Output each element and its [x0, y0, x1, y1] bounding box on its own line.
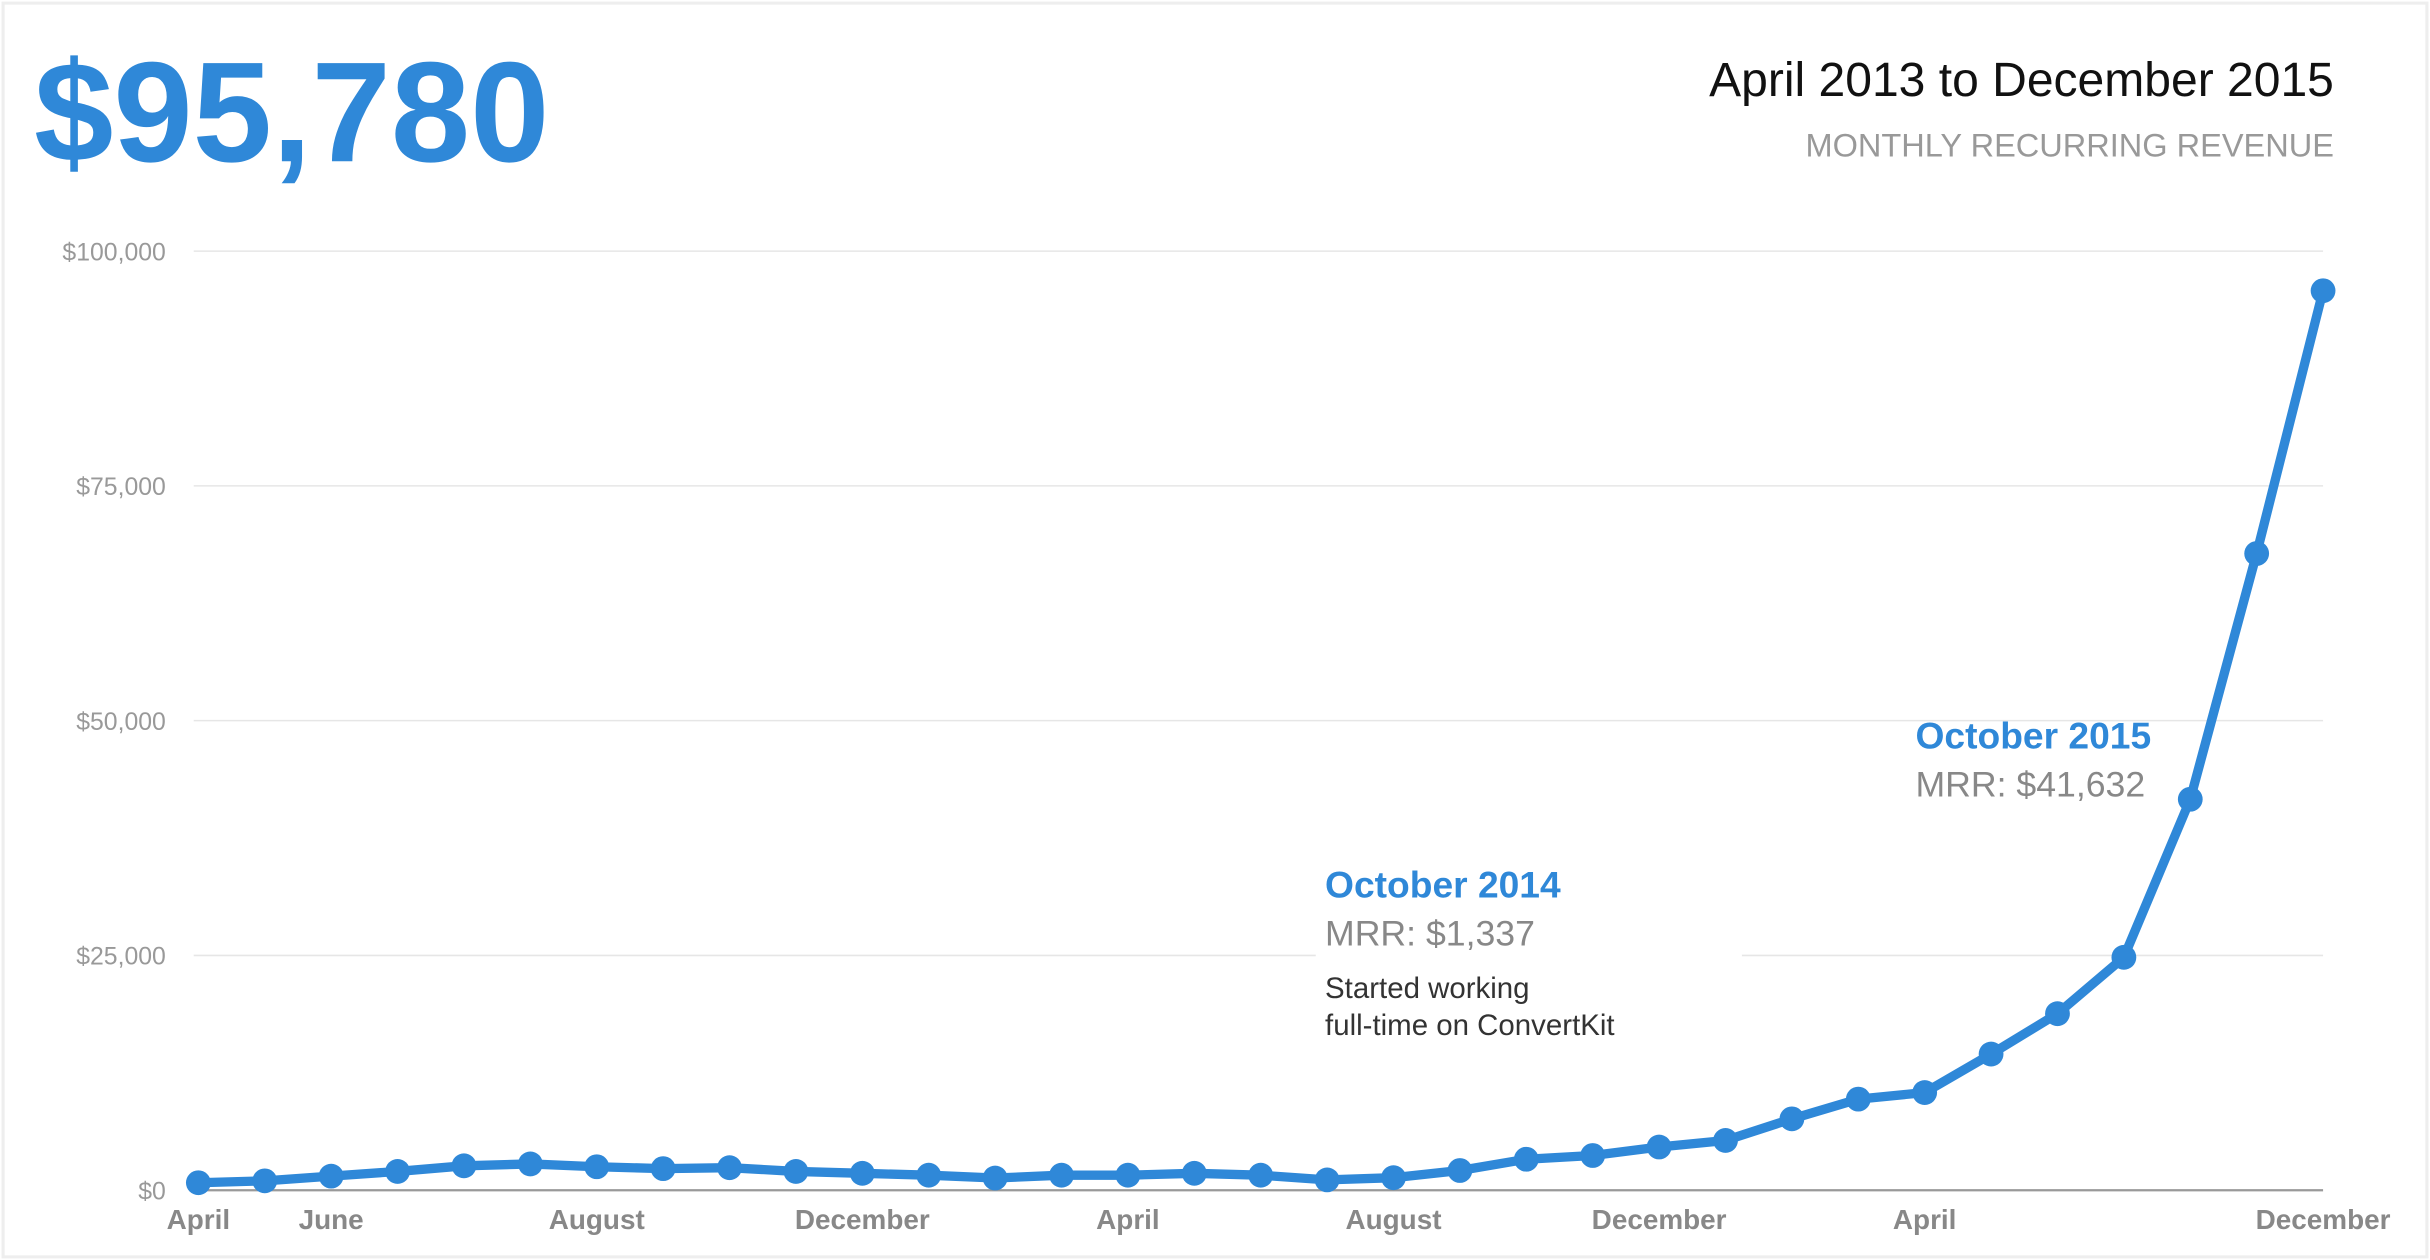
data-point: [916, 1162, 942, 1188]
data-point: [1447, 1158, 1473, 1183]
data-point: [717, 1155, 742, 1181]
data-point: [2045, 1001, 2070, 1027]
annotation-backdrop: [1315, 853, 1742, 1016]
data-point: [2111, 944, 2137, 970]
data-point: [849, 1160, 875, 1186]
x-tick-label: December: [2256, 1204, 2391, 1235]
y-tick-label: $25,000: [76, 944, 166, 971]
data-point: [1314, 1167, 1340, 1193]
data-point: [318, 1163, 344, 1189]
y-tick-label: $50,000: [76, 709, 166, 736]
data-point: [1580, 1143, 1606, 1168]
data-point: [1248, 1162, 1274, 1188]
data-point: [2244, 541, 2270, 566]
annotation-title: October 2015: [1915, 715, 2151, 757]
data-point: [1181, 1160, 1207, 1186]
data-point: [1049, 1162, 1074, 1188]
data-point: [1912, 1080, 1938, 1105]
chart-subtitle: MONTHLY RECURRING REVENUE: [1806, 128, 2334, 164]
data-point: [650, 1156, 676, 1182]
x-tick-label: August: [1346, 1204, 1442, 1235]
data-point: [385, 1159, 410, 1184]
data-point: [252, 1168, 278, 1194]
data-point: [982, 1165, 1008, 1191]
data-point: [1779, 1106, 1805, 1132]
data-point: [2177, 786, 2203, 812]
x-tick-label: April: [167, 1204, 231, 1235]
annotation-title: October 2014: [1325, 863, 1561, 905]
data-point: [1646, 1134, 1672, 1160]
annotation-text: MRR: $1,337: [1325, 913, 1535, 953]
data-point: [1513, 1146, 1539, 1172]
y-tick-label: $100,000: [62, 239, 165, 266]
chart-title: April 2013 to December 2015: [1709, 54, 2334, 107]
headline: $95,780: [34, 33, 549, 192]
y-tick-label: $75,000: [76, 474, 166, 501]
x-tick-label: April: [1893, 1204, 1957, 1235]
x-tick-label: December: [795, 1204, 930, 1235]
data-point: [1978, 1041, 2004, 1067]
x-tick-label: April: [1096, 1204, 1160, 1235]
data-point: [1845, 1086, 1871, 1112]
data-point: [517, 1151, 543, 1177]
data-point: [1115, 1162, 1141, 1188]
data-point: [2310, 278, 2336, 304]
x-tick-label: December: [1592, 1204, 1727, 1235]
data-point: [185, 1170, 211, 1196]
annotation-note: full-time on ConvertKit: [1325, 1009, 1615, 1042]
data-point: [451, 1153, 477, 1179]
y-tick-label: $0: [138, 1179, 166, 1206]
annotation-note: Started working: [1325, 972, 1530, 1005]
data-point: [584, 1154, 610, 1180]
data-point: [783, 1159, 809, 1184]
annotation-text: MRR: $41,632: [1915, 765, 2145, 805]
data-point: [1381, 1165, 1406, 1191]
data-point: [1713, 1128, 1738, 1153]
x-tick-label: August: [549, 1204, 645, 1235]
x-tick-label: June: [299, 1204, 364, 1235]
